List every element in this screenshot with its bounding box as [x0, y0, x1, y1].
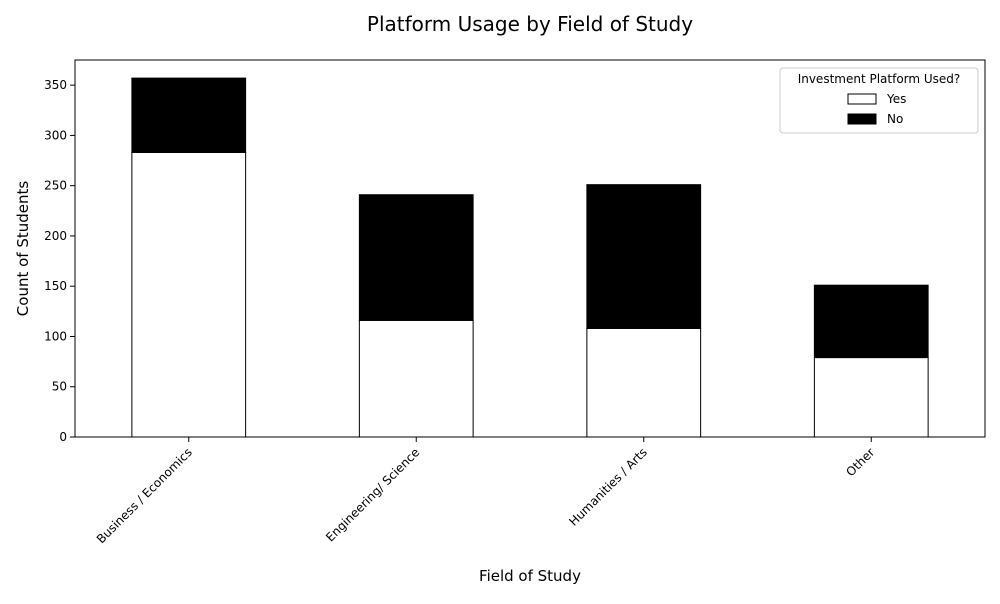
bar-no-2 — [586, 184, 702, 329]
bar-no-0 — [131, 77, 247, 153]
bar-yes-0 — [131, 151, 247, 438]
x-axis: Business / Economics Engineering/ Science… — [94, 437, 877, 546]
y-tick-label: 250 — [44, 179, 67, 193]
y-tick-label: 0 — [59, 430, 67, 444]
x-tick-label: Other — [843, 445, 877, 479]
legend-box — [779, 67, 979, 134]
bar-yes-3 — [813, 357, 929, 438]
legend-label-yes: Yes — [886, 92, 906, 106]
y-axis-label: Count of Students — [14, 181, 32, 317]
y-tick-label: 150 — [44, 279, 67, 293]
y-tick-label: 300 — [44, 128, 67, 142]
bar-no-3 — [813, 284, 929, 359]
y-tick-label: 100 — [44, 329, 67, 343]
legend: Investment Platform Used? Yes No — [779, 67, 979, 134]
y-tick-label: 350 — [44, 78, 67, 92]
y-axis: 0 50 100 150 200 250 300 350 — [44, 78, 75, 444]
legend-title: Investment Platform Used? — [798, 72, 961, 86]
bar-no-1 — [358, 194, 474, 321]
plot-frame — [74, 59, 986, 438]
y-tick-label: 200 — [44, 229, 67, 243]
chart-title: Platform Usage by Field of Study — [367, 12, 693, 36]
bar-yes-2 — [586, 327, 702, 438]
legend-swatch-yes — [847, 93, 877, 105]
x-tick-label: Engineering/ Science — [323, 445, 422, 544]
bars — [131, 77, 929, 438]
y-tick-label: 50 — [52, 380, 67, 394]
legend-label-no: No — [887, 112, 903, 126]
bar-yes-1 — [358, 319, 474, 438]
legend-items: Yes No — [847, 92, 906, 126]
x-tick-label: Humanities / Arts — [566, 445, 649, 528]
legend-swatch-no — [847, 113, 877, 125]
x-axis-label: Field of Study — [479, 567, 581, 585]
x-tick-label: Business / Economics — [94, 445, 195, 546]
